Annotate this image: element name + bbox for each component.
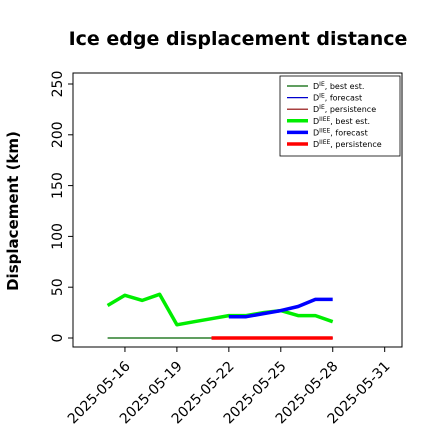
x-axis: 2025-05-162025-05-192025-05-222025-05-25… bbox=[65, 347, 394, 427]
y-tick-label: 150 bbox=[50, 172, 66, 199]
series-line bbox=[228, 297, 333, 319]
y-tick-label: 50 bbox=[50, 278, 66, 296]
legend-label: DIIEE, persistence bbox=[313, 139, 382, 149]
series-layer bbox=[106, 292, 334, 340]
y-tick-label: 200 bbox=[50, 121, 66, 148]
series-line bbox=[106, 292, 334, 327]
y-tick-label: 250 bbox=[50, 71, 66, 98]
y-tick-label: 0 bbox=[50, 334, 66, 343]
legend-label: DIIEE, best est. bbox=[313, 116, 370, 126]
chart-title: Ice edge displacement distance bbox=[69, 28, 408, 50]
legend-label: DIE, best est. bbox=[313, 81, 364, 91]
y-axis: 0 50 100 150 200 250 bbox=[50, 71, 73, 343]
y-tick-label: 100 bbox=[50, 223, 66, 250]
legend-label: DIIEE, forecast bbox=[313, 127, 368, 137]
y-axis-label: Displacement (km) bbox=[4, 131, 22, 291]
legend-label: DIE, forecast bbox=[313, 93, 362, 103]
plot-frame bbox=[72, 72, 403, 348]
legend-label: DIE, persistence bbox=[313, 104, 376, 114]
